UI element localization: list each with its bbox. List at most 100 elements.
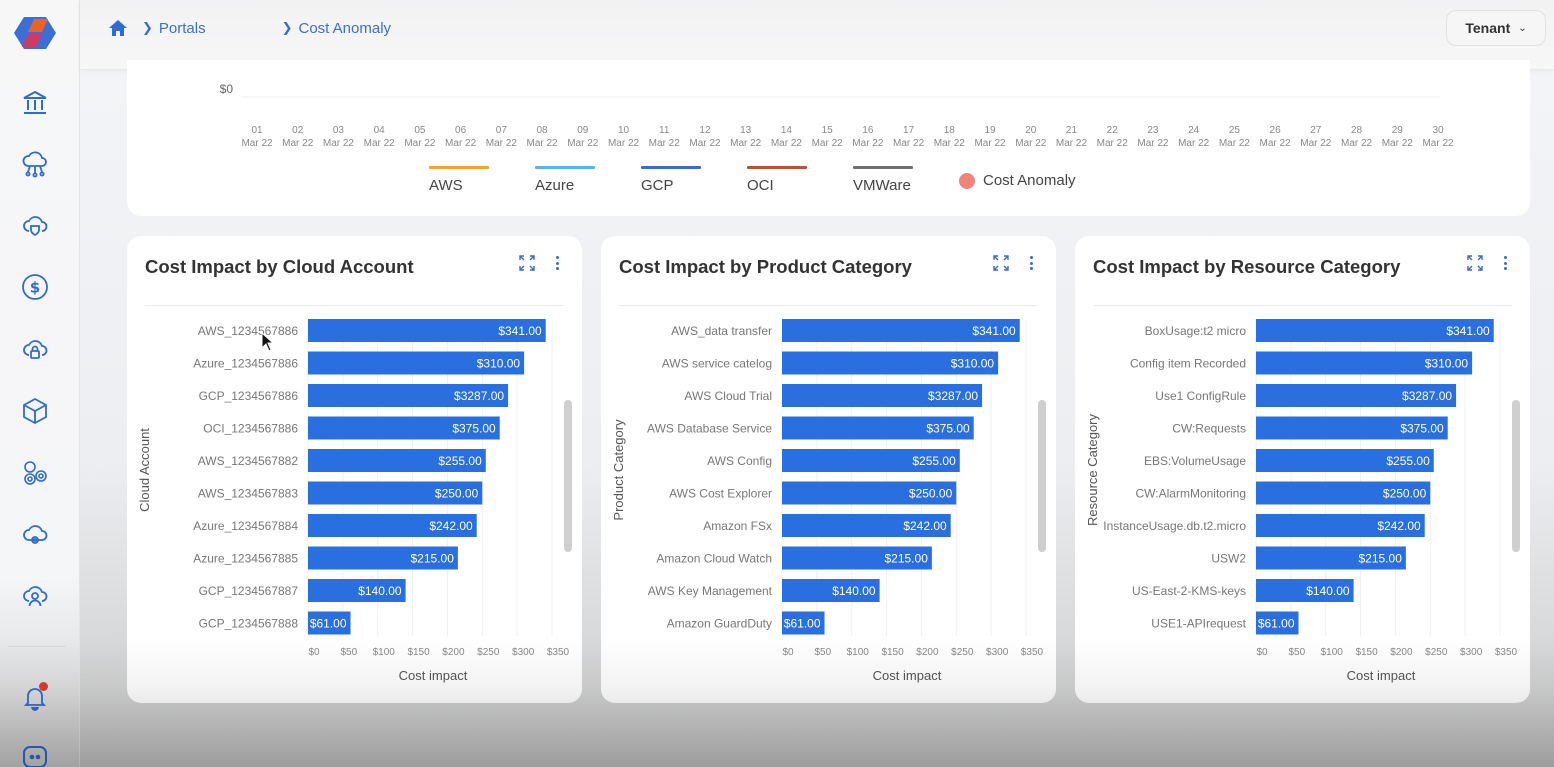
x-tick-day: 20 — [1025, 125, 1037, 136]
x-tick-month: Mar 22 — [1219, 138, 1251, 149]
expand-icon[interactable] — [1466, 254, 1484, 272]
bar-value-label: $3287.00 — [1402, 389, 1452, 403]
chevron-right-icon: ❯ — [281, 20, 293, 35]
x-tick-day: 17 — [903, 125, 915, 136]
legend-item-oci[interactable]: OCI — [747, 166, 853, 194]
more-options-icon[interactable] — [552, 254, 562, 272]
bar — [782, 449, 960, 472]
bar-value-label: $375.00 — [926, 422, 970, 436]
card-divider — [1093, 305, 1512, 306]
x-tick-label: $350 — [547, 647, 570, 658]
bar-value-label: $61.00 — [1258, 617, 1295, 631]
bar — [1256, 449, 1434, 472]
bar — [782, 319, 1020, 342]
legend-item-azure[interactable]: Azure — [535, 166, 641, 194]
category-label: AWS_data transfer — [671, 324, 772, 338]
more-options-icon[interactable] — [1500, 254, 1510, 272]
x-tick-day: 12 — [699, 125, 711, 136]
x-tick-month: Mar 22 — [445, 138, 477, 149]
cloud-lock-icon — [23, 340, 48, 359]
bar-value-label: $250.00 — [909, 487, 953, 501]
legend-item-gcp[interactable]: GCP — [641, 166, 747, 194]
x-tick-label: $50 — [1289, 647, 1306, 658]
cloud-shield-icon — [23, 216, 48, 237]
category-label: CW:Requests — [1172, 422, 1246, 436]
bar-value-label: $341.00 — [1446, 324, 1490, 338]
y-axis-title: Product Category — [611, 419, 626, 521]
category-label: GCP_1234567886 — [199, 389, 299, 403]
x-tick-label: $50 — [815, 647, 832, 658]
legend-item-cost-anomaly[interactable]: Cost Anomaly — [959, 172, 1076, 189]
cloud-network-icon — [22, 151, 47, 178]
expand-icon[interactable] — [992, 254, 1010, 272]
notifications-button[interactable] — [18, 680, 52, 714]
x-tick-month: Mar 22 — [812, 138, 844, 149]
x-tick-day: 15 — [822, 125, 834, 136]
bar-value-label: $215.00 — [1358, 552, 1402, 566]
card-scrollbar[interactable] — [1512, 400, 1520, 552]
sidebar-item-cloud-lock[interactable] — [18, 332, 52, 366]
category-label: Azure_1234567886 — [193, 357, 298, 371]
x-tick-day: 23 — [1147, 125, 1159, 136]
sidebar-item-cloud-settings[interactable] — [18, 517, 52, 551]
x-tick-month: Mar 22 — [852, 138, 884, 149]
sidebar-item-gears[interactable] — [18, 456, 52, 490]
sidebar-item-cloud-user[interactable] — [18, 578, 52, 612]
category-label: US-East-2-KMS-keys — [1132, 584, 1246, 598]
expand-icon[interactable] — [518, 254, 536, 272]
bar-value-label: $341.00 — [498, 324, 542, 338]
bar — [1256, 481, 1431, 505]
card-scrollbar[interactable] — [1038, 400, 1046, 552]
x-tick-day: 05 — [414, 125, 426, 136]
chevron-right-icon: ❯ — [142, 20, 153, 35]
breadcrumb-portals[interactable]: Portals — [158, 19, 206, 37]
y-tick-label: $0 — [220, 82, 234, 96]
bar — [782, 579, 880, 602]
x-tick-month: Mar 22 — [404, 138, 436, 149]
category-label: Use1 ConfigRule — [1155, 389, 1246, 403]
x-tick-day: 14 — [781, 125, 793, 136]
app-logo[interactable] — [14, 15, 56, 51]
sidebar-item-cube[interactable] — [18, 394, 52, 428]
breadcrumb-cost-anomaly[interactable]: Cost Anomaly — [298, 19, 392, 37]
legend-label: AWS — [429, 177, 463, 194]
legend-item-aws[interactable]: AWS — [429, 166, 535, 194]
category-label: AWS service catelog — [662, 357, 772, 371]
cloud-gear-icon — [23, 525, 48, 544]
chat-button[interactable] — [18, 740, 52, 767]
trend-chart-svg: $0 01 Mar 22 02 Mar 22 03 Mar 22 04 Mar 22 05 Mar … — [220, 82, 1454, 149]
category-label: Azure_1234567885 — [193, 552, 298, 566]
bar — [782, 514, 951, 537]
category-label: Azure_1234567884 — [193, 519, 298, 533]
sidebar-item-cost[interactable]: $ — [18, 270, 52, 304]
legend-item-vmware[interactable]: VMWare — [853, 166, 959, 194]
more-options-icon[interactable] — [1026, 254, 1036, 272]
bar — [308, 319, 546, 342]
x-tick-month: Mar 22 — [1300, 138, 1332, 149]
home-icon[interactable] — [108, 18, 128, 38]
x-tick-label: $0 — [308, 647, 320, 658]
x-tick-day: 08 — [537, 125, 549, 136]
sidebar-item-bank[interactable] — [18, 86, 52, 120]
legend-swatch — [747, 166, 807, 169]
sidebar-item-cloud-network[interactable] — [18, 147, 52, 181]
x-tick-day: 04 — [374, 125, 386, 136]
tenant-dropdown[interactable]: Tenant ⌄ — [1446, 10, 1546, 46]
card-title: Cost Impact by Product Category — [619, 256, 912, 277]
bar-value-label: $61.00 — [310, 617, 347, 631]
legend-dot — [959, 172, 975, 189]
x-tick-month: Mar 22 — [934, 138, 966, 149]
x-tick-month: Mar 22 — [486, 138, 518, 149]
dollar-circle-icon: $ — [22, 274, 48, 300]
x-tick-month: Mar 22 — [1097, 138, 1129, 149]
card-scrollbar[interactable] — [564, 400, 572, 552]
category-label: BoxUsage:t2 micro — [1145, 324, 1247, 338]
x-tick-month: Mar 22 — [527, 138, 559, 149]
bar-value-label: $250.00 — [1383, 487, 1427, 501]
x-tick-month: Mar 22 — [241, 138, 273, 149]
x-tick-day: 11 — [659, 125, 670, 136]
category-label: EBS:VolumeUsage — [1144, 454, 1246, 468]
sidebar-item-cloud-shield[interactable] — [18, 208, 52, 242]
x-tick-label: $350 — [1495, 647, 1518, 658]
category-label: USW2 — [1211, 552, 1246, 566]
